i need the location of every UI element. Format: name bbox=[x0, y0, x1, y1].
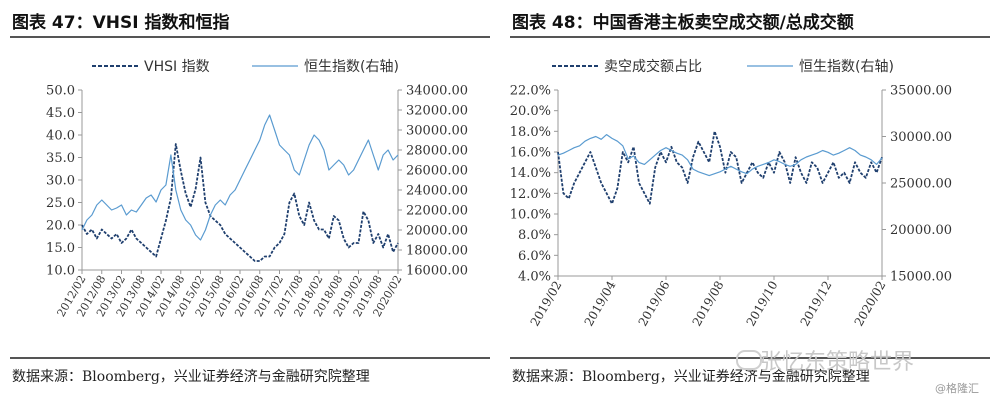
y-left-tick-label: 35.0 bbox=[46, 151, 75, 166]
y-left-tick-label: 22.0% bbox=[510, 84, 551, 99]
y-right-tick-label: 32000.00 bbox=[406, 104, 468, 119]
series-line-left-axis bbox=[557, 130, 883, 205]
legend-label: 卖空成交额占比 bbox=[604, 58, 702, 75]
chart-panel-vhsi: 图表 47：VHSI 指数和恒指 10.0 15.0 20.0 25.0 30.0 35.… bbox=[0, 0, 490, 401]
y-right-tick-label: 15000.00 bbox=[890, 270, 952, 285]
y-right-tick-label: 28000.00 bbox=[406, 144, 468, 159]
x-tick-label: 2019/06 bbox=[636, 279, 673, 329]
source-divider bbox=[10, 357, 490, 359]
legend-label: VHSI 指数 bbox=[144, 59, 210, 75]
y-right-tick-label: 26000.00 bbox=[406, 164, 468, 179]
source-note: 数据来源：Bloomberg，兴业证券经济与金融研究院整理 bbox=[512, 369, 870, 385]
y-left-tick-label: 6.0% bbox=[518, 249, 551, 264]
y-right-tick-label: 35000.00 bbox=[890, 84, 952, 99]
x-tick-label: 2020/02 bbox=[852, 279, 889, 329]
y-right-tick-label: 16000.00 bbox=[406, 264, 468, 279]
y-right-tick-label: 20000.00 bbox=[406, 224, 468, 239]
short-selling-ratio-chart: 4.0% 6.0% 8.0% 10.0% 12.0% 14.0% 16.0% 18.0% 20.… bbox=[510, 58, 952, 329]
chart-panel-short-selling: 图表 48：中国香港主板卖空成交额/总成交额 4.0% 6.0% 8.0% 10.0%… bbox=[500, 0, 990, 401]
y-left-tick-label: 20.0 bbox=[46, 219, 75, 234]
watermark-text: 张忆东策略世界 bbox=[760, 350, 915, 375]
y-left-tick-label: 16.0% bbox=[510, 146, 551, 161]
title-divider bbox=[10, 36, 490, 38]
y-right-tick-label: 24000.00 bbox=[406, 184, 468, 199]
y-left-tick-label: 30.0 bbox=[46, 174, 75, 189]
y-left-tick-label: 40.0 bbox=[46, 129, 75, 144]
y-left-tick-label: 25.0 bbox=[46, 196, 75, 211]
y-left-tick-label: 18.0% bbox=[510, 125, 551, 140]
source-note: 数据来源：Bloomberg，兴业证券经济与金融研究院整理 bbox=[12, 369, 370, 385]
y-left-tick-label: 8.0% bbox=[518, 228, 551, 243]
credit-text: @格隆汇 bbox=[935, 382, 979, 395]
series-line-right-axis bbox=[81, 114, 399, 241]
chart-title: 图表 48：中国香港主板卖空成交额/总成交额 bbox=[512, 13, 854, 33]
y-left-tick-label: 12.0% bbox=[510, 187, 551, 202]
y-right-tick-label: 34000.00 bbox=[406, 84, 468, 99]
title-divider bbox=[510, 36, 990, 38]
y-left-tick-label: 10.0 bbox=[46, 264, 75, 279]
x-tick-label: 2019/08 bbox=[690, 279, 727, 329]
y-right-tick-label: 20000.00 bbox=[890, 223, 952, 238]
x-tick-label: 2019/12 bbox=[798, 279, 835, 329]
legend-label: 恒生指数(右轴) bbox=[799, 59, 894, 75]
chart-title: 图表 47：VHSI 指数和恒指 bbox=[12, 13, 230, 33]
y-left-tick-label: 50.0 bbox=[46, 84, 75, 99]
y-right-tick-label: 25000.00 bbox=[890, 177, 952, 192]
y-right-tick-label: 30000.00 bbox=[406, 124, 468, 139]
y-right-tick-label: 22000.00 bbox=[406, 204, 468, 219]
x-tick-label: 2019/02 bbox=[528, 279, 565, 329]
x-tick-label: 2019/04 bbox=[582, 278, 619, 328]
source-divider bbox=[510, 357, 990, 359]
y-left-tick-label: 14.0% bbox=[510, 166, 551, 181]
vhsi-hsi-chart: 10.0 15.0 20.0 25.0 30.0 35.0 40.0 45.0 50.0 1600… bbox=[46, 59, 468, 319]
y-left-tick-label: 15.0 bbox=[46, 241, 75, 256]
y-right-tick-label: 18000.00 bbox=[406, 244, 468, 259]
y-left-tick-label: 4.0% bbox=[518, 270, 551, 285]
wechat-icon bbox=[736, 350, 762, 370]
y-right-tick-label: 30000.00 bbox=[890, 130, 952, 145]
y-left-tick-label: 10.0% bbox=[510, 208, 551, 223]
series-line-right-axis bbox=[557, 133, 883, 177]
x-tick-label: 2019/10 bbox=[744, 279, 781, 329]
y-left-tick-label: 45.0 bbox=[46, 106, 75, 121]
legend-label: 恒生指数(右轴) bbox=[304, 59, 399, 75]
series-line-left-axis bbox=[81, 143, 399, 262]
y-left-tick-label: 20.0% bbox=[510, 104, 551, 119]
